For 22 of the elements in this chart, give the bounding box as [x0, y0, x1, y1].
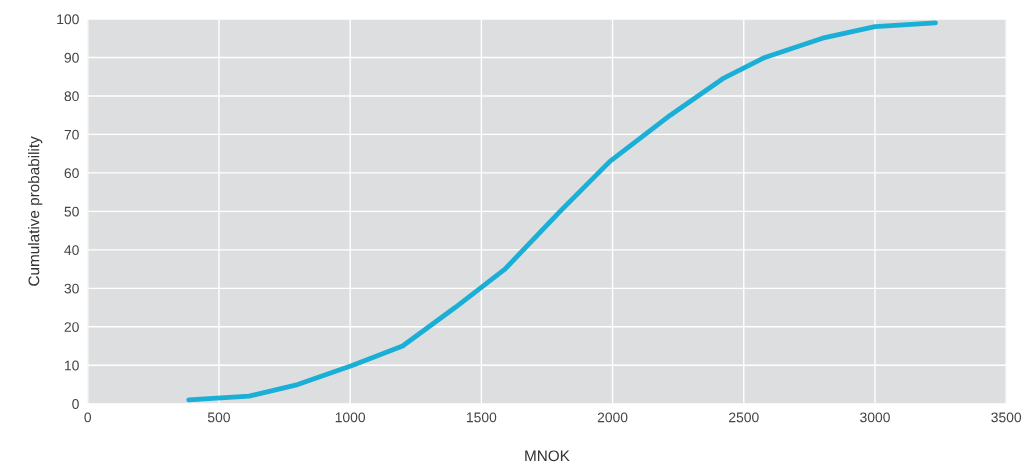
- y-tick-label: 30: [64, 283, 79, 294]
- y-tick-label: 50: [64, 206, 79, 217]
- x-tick-label: 2000: [597, 412, 628, 423]
- y-tick-label: 40: [64, 245, 79, 256]
- y-tick-label: 20: [64, 322, 79, 332]
- y-tick-label: 10: [65, 360, 79, 371]
- x-tick-label: 0: [84, 412, 92, 423]
- y-tick-label: 80: [64, 91, 79, 102]
- y-tick-label: 70: [64, 129, 79, 140]
- x-tick-label: 1500: [466, 412, 497, 423]
- y-tick-label: 100: [57, 14, 79, 25]
- x-tick-label: 2500: [729, 412, 759, 423]
- x-tick-label: 1000: [335, 412, 366, 423]
- x-axis-title: MNOK: [525, 450, 570, 462]
- y-tick-label: 0: [72, 399, 79, 409]
- line-series: [186, 20, 938, 403]
- y-tick-label: 90: [64, 52, 79, 63]
- y-axis-title: Cumulative probability: [28, 136, 43, 286]
- x-tick-label: 3000: [860, 412, 890, 423]
- y-tick-label: 60: [64, 168, 79, 179]
- x-tick-label: 500: [207, 412, 230, 423]
- x-tick-label: 3500: [991, 412, 1022, 423]
